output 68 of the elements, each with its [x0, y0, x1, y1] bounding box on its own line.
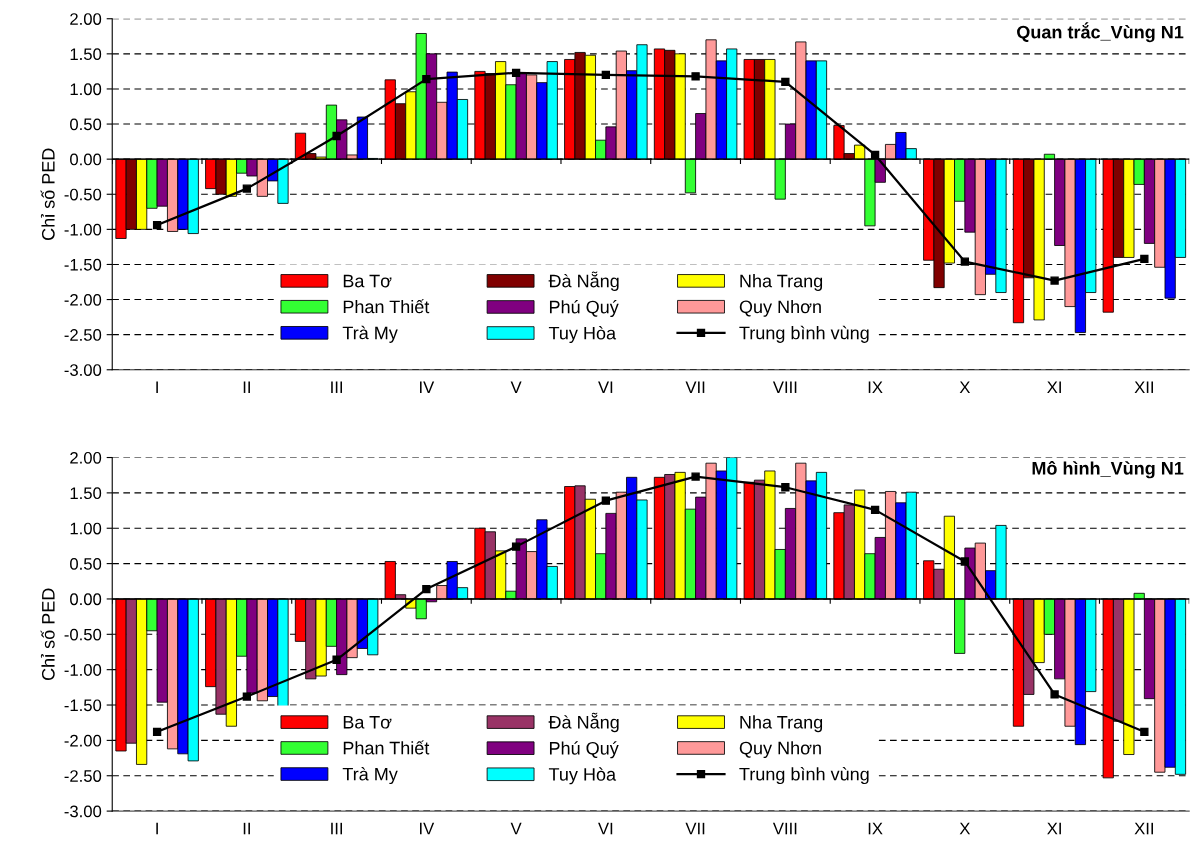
- x-tick-label: XII: [1134, 822, 1153, 835]
- x-tick-label: IX: [868, 822, 883, 835]
- legend-label: Phú Quý: [549, 299, 619, 318]
- x-tick-label: VII: [685, 381, 705, 393]
- y-tick-label: -1.00: [64, 664, 102, 676]
- legend-label: Phú Quý: [549, 741, 619, 759]
- x-tick-label: VIII: [772, 381, 797, 393]
- x-tick-label: I: [156, 822, 158, 835]
- y-tick-label: -2.50: [64, 770, 102, 782]
- legend-label: Nha Trang: [740, 274, 823, 291]
- x-tick-label: II: [243, 822, 250, 835]
- y-tick-label: 0.50: [70, 558, 102, 570]
- y-tick-label: 1.50: [70, 487, 102, 500]
- y-tick-label: 2.00: [70, 451, 102, 464]
- y-tick-label: -3.00: [64, 805, 102, 818]
- y-tick-label: -1.00: [64, 223, 102, 236]
- legend-label: Phan Thiết: [343, 299, 430, 314]
- y-tick-label: -1.50: [64, 699, 102, 712]
- legend-label: Ba Tơ: [343, 716, 392, 729]
- x-tick-label: VI: [598, 822, 613, 835]
- y-tick-label: -0.50: [64, 188, 102, 201]
- x-tick-label: XI: [1047, 822, 1061, 835]
- x-tick-label: X: [959, 381, 971, 393]
- x-tick-label: IV: [420, 822, 435, 835]
- x-tick-label: III: [331, 822, 343, 835]
- y-tick-label: -2.00: [64, 293, 102, 306]
- y-tick-label: 0.00: [70, 593, 102, 606]
- y-tick-label: 1.50: [70, 48, 102, 61]
- legend-label: Ba Tơ: [343, 274, 392, 288]
- legend-label: Trung bình vùng: [739, 767, 869, 785]
- legend-label: Đà Nẵng: [548, 271, 619, 291]
- y-tick-label: 1.00: [70, 522, 102, 535]
- y-tick-label: -2.00: [64, 734, 102, 747]
- x-tick-label: I: [156, 381, 158, 393]
- y-tick-label: 0.50: [70, 118, 102, 131]
- x-tick-label: IV: [420, 381, 435, 393]
- legend-label: Nha Trang: [740, 715, 823, 733]
- legend-label: Quy Nhơn: [739, 741, 821, 759]
- x-tick-label: II: [243, 381, 250, 393]
- x-tick-label: VI: [598, 381, 613, 393]
- x-tick-label: VIII: [772, 822, 797, 835]
- legend-label: Phan Thiết: [343, 740, 430, 755]
- y-tick-label: 2.00: [70, 13, 102, 25]
- x-tick-label: V: [510, 381, 522, 393]
- x-tick-label: XI: [1047, 381, 1061, 393]
- y-axis-title: Chỉ số PED: [40, 148, 55, 240]
- y-axis-title: Chỉ số PED: [40, 588, 55, 681]
- chart-title: Quan trắc_Vùng N1: [1017, 22, 1184, 43]
- x-tick-label: VII: [685, 822, 705, 835]
- y-tick-label: 0.00: [70, 153, 102, 166]
- y-tick-label: -1.50: [64, 258, 102, 271]
- x-tick-label: IX: [868, 381, 883, 393]
- legend-label: Trà My: [342, 767, 398, 785]
- legend-label: Tuy Hòa: [548, 767, 617, 785]
- y-tick-label: 1.00: [70, 83, 102, 96]
- chart-title: Mô hình_Vùng N1: [1032, 461, 1184, 479]
- legend-label: Trà My: [342, 325, 398, 343]
- y-tick-label: -2.50: [64, 329, 102, 341]
- legend-label: Đà Nẵng: [548, 712, 619, 733]
- legend-label: Quy Nhơn: [739, 299, 821, 317]
- legend-label: Tuy Hòa: [548, 326, 617, 344]
- x-tick-label: V: [510, 822, 522, 835]
- legend-label: Trung bình vùng: [739, 325, 869, 343]
- y-tick-label: -3.00: [64, 364, 102, 376]
- x-tick-label: XII: [1134, 381, 1153, 393]
- x-tick-label: III: [331, 381, 343, 393]
- x-tick-label: X: [959, 822, 971, 835]
- y-tick-label: -0.50: [64, 628, 102, 641]
